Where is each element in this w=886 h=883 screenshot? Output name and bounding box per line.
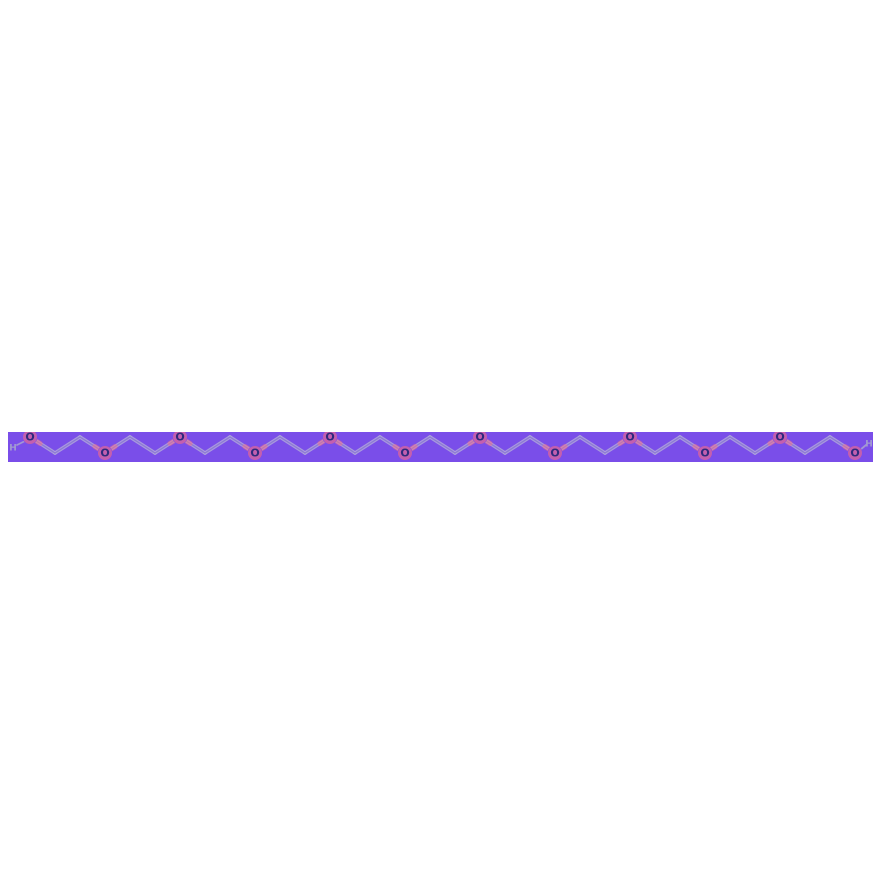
oxygen-atom-label: O <box>325 432 334 444</box>
oxygen-highlight <box>473 432 487 444</box>
oxygen-highlight <box>698 446 712 460</box>
bond-core <box>129 436 156 454</box>
oxygen-atom-label: O <box>100 447 109 460</box>
oxygen-highlight <box>548 446 562 460</box>
bond-core <box>654 436 681 454</box>
oxygen-highlight <box>248 446 262 460</box>
oxygen-highlight <box>23 432 37 444</box>
oxygen-highlight <box>773 432 787 444</box>
bond-core <box>54 436 81 454</box>
bond-core <box>504 436 531 454</box>
oxygen-atom-label: O <box>775 432 784 444</box>
bond-core <box>579 436 606 454</box>
oxygen-highlight <box>848 446 862 460</box>
oxygen-highlight <box>173 432 187 444</box>
bond-core <box>804 436 831 454</box>
oxygen-atom-label: O <box>175 432 184 444</box>
oxygen-atom-label: O <box>400 447 409 460</box>
oxygen-atom-label: O <box>250 447 259 460</box>
oxygen-highlight <box>398 446 412 460</box>
oxygen-highlight <box>323 432 337 444</box>
oxygen-atom-label: O <box>700 447 709 460</box>
oxygen-atom-label: O <box>850 447 859 460</box>
hydrogen-atom-label-left: H <box>9 444 17 454</box>
oxygen-highlight <box>98 446 112 460</box>
oxygen-atom-label: O <box>25 432 34 444</box>
bond-core <box>429 436 456 454</box>
oxygen-highlight <box>623 432 637 444</box>
bond-h-left <box>16 440 26 446</box>
bond-core <box>279 436 306 454</box>
oxygen-atom-label: O <box>625 432 634 444</box>
bond-core <box>354 436 381 454</box>
oxygen-atom-label: O <box>475 432 484 444</box>
bond-core <box>204 436 231 454</box>
bond-core <box>729 436 756 454</box>
hydrogen-atom-label-right: H <box>865 440 873 450</box>
oxygen-atom-label: O <box>550 447 559 460</box>
